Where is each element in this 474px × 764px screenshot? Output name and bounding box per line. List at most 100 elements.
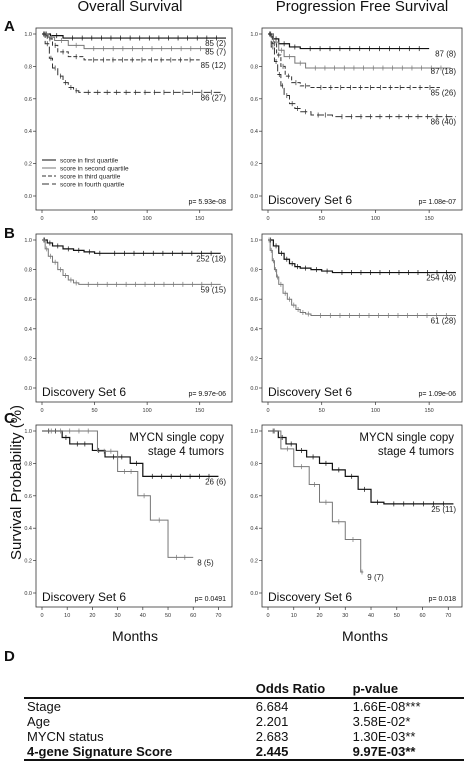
odds-ratio-table: Odds Ratio p-value Stage 6.684 1.66E-08*…: [24, 680, 464, 761]
discovery-set-label: Discovery Set 6: [42, 385, 126, 399]
table-cell: Age: [27, 714, 51, 729]
x-tick-label: 60: [419, 613, 425, 619]
table-cell: MYCN status: [27, 729, 104, 744]
y-tick-label: 0.2: [24, 559, 32, 565]
y-tick-label: 0.6: [24, 297, 32, 303]
subgroup-label: MYCN single copy: [129, 432, 224, 444]
table-cell: 9.97E-03**: [349, 744, 464, 761]
y-tick-label: 0.8: [24, 64, 32, 70]
survival-curve: [42, 430, 194, 558]
panel-letter-a: A: [4, 18, 15, 35]
x-tick-label: 30: [342, 613, 348, 619]
y-tick-label: 0.2: [24, 162, 32, 168]
survival-curve: [268, 239, 456, 274]
y-tick-label: 1.0: [24, 32, 32, 38]
table-cell: 2.445: [252, 744, 350, 761]
p-value-label: p= 1.08e-07: [418, 199, 456, 206]
discovery-set-label: Discovery Set 6: [268, 590, 352, 604]
table-row: Stage 6.684 1.66E-08***: [24, 698, 464, 714]
y-tick-label: 0.6: [250, 97, 258, 103]
y-tick-label: 0.0: [250, 591, 258, 597]
table-cell: 1.30E-03**: [352, 729, 416, 744]
y-tick-label: 0.4: [250, 526, 258, 532]
x-tick-label: 40: [140, 613, 146, 619]
survival-curve: [268, 33, 451, 69]
p-value-label: p= 9.97e-06: [188, 391, 226, 398]
y-tick-label: 0.4: [250, 327, 258, 333]
y-tick-label: 0.2: [24, 356, 32, 362]
x-tick-label: 50: [92, 216, 98, 222]
discovery-set-label: Discovery Set 6: [42, 590, 126, 604]
x-tick-label: 150: [195, 216, 204, 222]
x-tick-label: 10: [64, 613, 70, 619]
subgroup-label: stage 4 tumors: [148, 446, 224, 458]
subgroup-label: MYCN single copy: [359, 432, 454, 444]
series-label: 254 (49): [426, 274, 456, 283]
y-tick-label: 0.8: [24, 461, 32, 467]
table-header-cell: Odds Ratio: [252, 680, 350, 699]
y-tick-label: 1.0: [250, 238, 258, 244]
survival-curve: [42, 33, 226, 39]
x-tick-label: 100: [371, 216, 380, 222]
y-tick-label: 0.6: [24, 494, 32, 500]
col-title-pfs: Progression Free Survival: [275, 0, 449, 15]
table-cell: Stage: [27, 699, 61, 714]
subgroup-label: stage 4 tumors: [378, 446, 454, 458]
table-row: Age 2.201 3.58E-02*: [24, 714, 464, 729]
x-tick-label: 150: [195, 408, 204, 414]
series-label: 86 (40): [431, 118, 457, 127]
y-tick-label: 0.0: [24, 386, 32, 392]
panel-frame: [35, 424, 233, 608]
p-value-label: p= 0.0491: [195, 596, 226, 603]
table-cell: 4-gene Signature Score: [24, 744, 253, 761]
table-cell: 2.683: [255, 729, 289, 744]
x-tick-label: 10: [291, 613, 297, 619]
panel-letter-d: D: [4, 648, 15, 665]
survival-curve: [268, 430, 364, 573]
series-label: 85 (2): [205, 39, 226, 48]
panel-frame: [261, 424, 463, 608]
series-label: 85 (7): [205, 48, 226, 57]
y-tick-label: 0.4: [250, 129, 258, 135]
col-title-overall: Overall Survival: [77, 0, 183, 15]
y-tick-label: 0.4: [24, 526, 32, 532]
table-row: MYCN status 2.683 1.30E-03**: [24, 729, 464, 744]
survival-curve: [42, 33, 211, 50]
x-tick-label: 20: [89, 613, 95, 619]
x-tick-label: 50: [319, 408, 325, 414]
table-row: 4-gene Signature Score 2.445 9.97E-03**: [24, 744, 464, 761]
y-tick-label: 0.4: [24, 327, 32, 333]
survival-curve: [42, 33, 200, 61]
y-tick-label: 1.0: [24, 429, 32, 435]
x-tick-label: 100: [143, 408, 152, 414]
panel-letter-b: B: [4, 225, 15, 242]
y-tick-label: 0.6: [24, 97, 32, 103]
x-tick-label: 150: [425, 408, 434, 414]
y-tick-label: 0.8: [24, 268, 32, 274]
y-tick-label: 1.0: [250, 32, 258, 38]
y-tick-label: 0.8: [250, 64, 258, 70]
x-tick-label: 0: [40, 613, 43, 619]
y-tick-label: 0.8: [250, 461, 258, 467]
x-tick-label: 40: [368, 613, 374, 619]
x-tick-label: 20: [316, 613, 322, 619]
table-cell: 2.201: [255, 714, 289, 729]
series-label: 87 (18): [431, 67, 457, 76]
series-label: 86 (27): [201, 93, 227, 102]
x-tick-label: 50: [92, 408, 98, 414]
legend-label: score in fourth quartile: [60, 182, 125, 189]
y-tick-label: 0.0: [250, 194, 258, 200]
y-tick-label: 0.8: [250, 268, 258, 274]
table-header-cell: [24, 680, 253, 699]
y-tick-label: 0.2: [250, 162, 258, 168]
panel-letter-c: C: [4, 410, 15, 427]
x-tick-label: 100: [371, 408, 380, 414]
x-tick-label: 60: [190, 613, 196, 619]
y-tick-label: 0.0: [24, 194, 32, 200]
table-header-row: Odds Ratio p-value: [24, 680, 464, 699]
p-value-label: p= 1.09e-06: [418, 391, 456, 398]
survival-curve: [42, 33, 221, 93]
survival-curve: [268, 33, 430, 50]
x-tick-label: 70: [215, 613, 221, 619]
